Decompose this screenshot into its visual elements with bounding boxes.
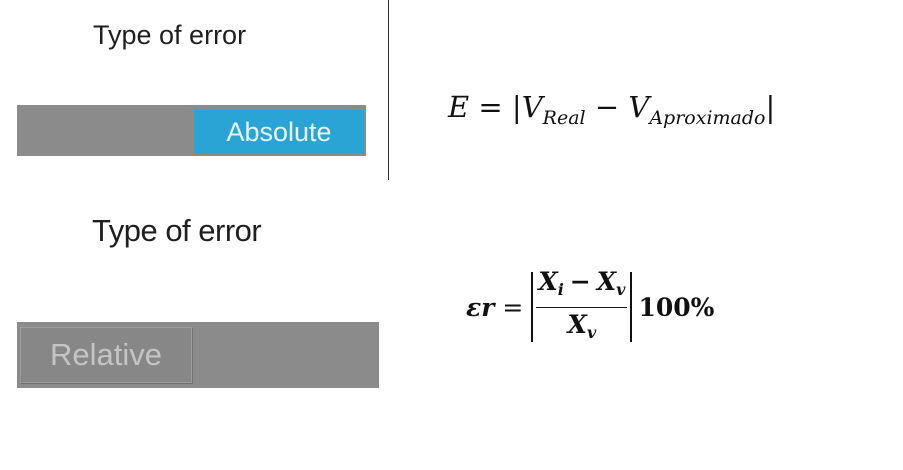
formula-lhs: E: [448, 90, 470, 124]
formula-abs-bars: Xi − Xv Xv: [531, 267, 633, 342]
formula-num-a-sub: i: [557, 279, 564, 299]
formula-bar-close: |: [765, 90, 776, 124]
absolute-toggle-thumb[interactable]: Absolute: [194, 110, 364, 154]
formula-sub-approx: Aproximado: [649, 107, 766, 129]
formula-num-b: X: [596, 266, 617, 296]
absolute-error-formula: E = |VReal − VAproximado|: [448, 90, 775, 129]
formula-denominator: Xv: [566, 308, 599, 348]
formula-num-b-sub: v: [616, 279, 626, 299]
formula-percent-factor: 100%: [638, 292, 715, 322]
vertical-divider: [388, 0, 389, 180]
error-type-label: Type of error: [93, 20, 247, 50]
formula-equals: =: [478, 90, 503, 124]
formula-term-real: V: [521, 90, 543, 124]
relative-error-formula: εr = Xi − Xv Xv 100%: [466, 267, 715, 346]
formula-den: X: [567, 309, 587, 339]
formula-sub-real: Real: [542, 107, 586, 129]
formula-rel-lhs: εr: [466, 292, 495, 322]
formula-num-minus: −: [569, 266, 591, 296]
formula-fraction: Xi − Xv Xv: [536, 267, 628, 342]
formula-numerator: Xi − Xv: [536, 266, 628, 308]
error-type-label-relative: Type of error: [92, 213, 262, 248]
formula-term-approx: V: [628, 90, 650, 124]
formula-num-a: X: [538, 266, 558, 296]
formula-rel-equals: =: [502, 292, 524, 322]
formula-den-sub: v: [586, 322, 597, 342]
formula-minus: −: [594, 90, 620, 124]
formula-bar-open: |: [511, 90, 522, 124]
relative-toggle-thumb[interactable]: Relative: [20, 327, 192, 383]
